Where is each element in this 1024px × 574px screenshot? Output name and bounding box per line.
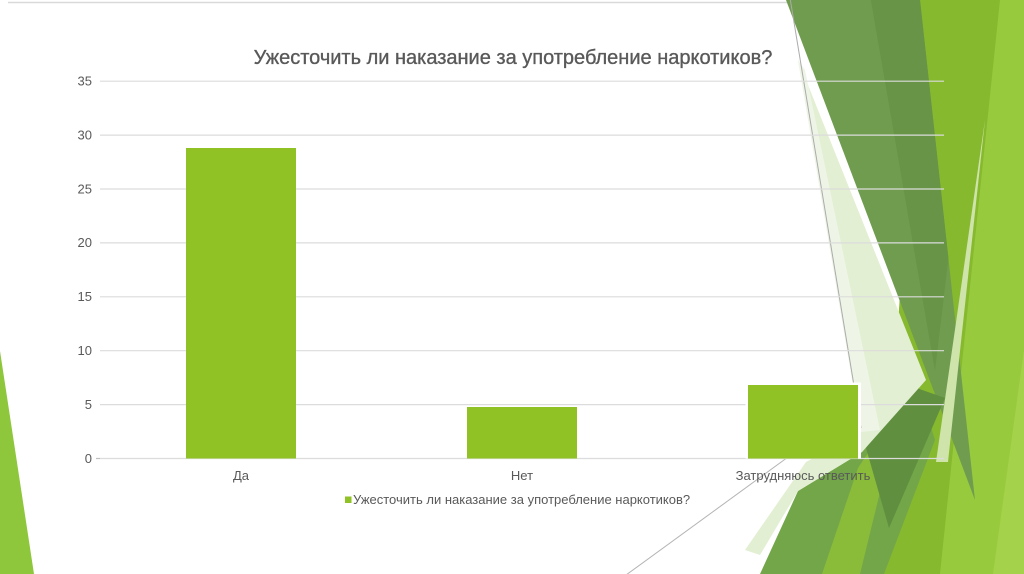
svg-text:10: 10 [78,343,92,358]
svg-text:5: 5 [85,397,92,412]
svg-text:0: 0 [85,451,92,466]
svg-text:Затрудняюсь ответить: Затрудняюсь ответить [736,468,871,483]
svg-text:35: 35 [78,74,92,89]
svg-text:20: 20 [78,235,92,250]
svg-text:30: 30 [78,127,92,142]
svg-text:Ужесточить ли наказание за упо: Ужесточить ли наказание за употребление … [353,492,690,507]
svg-text:15: 15 [78,289,92,304]
svg-text:25: 25 [78,181,92,196]
svg-text:Нет: Нет [511,468,533,483]
svg-text:Да: Да [233,468,250,483]
svg-text:Ужесточить ли наказание за упо: Ужесточить ли наказание за употребление … [254,47,773,69]
